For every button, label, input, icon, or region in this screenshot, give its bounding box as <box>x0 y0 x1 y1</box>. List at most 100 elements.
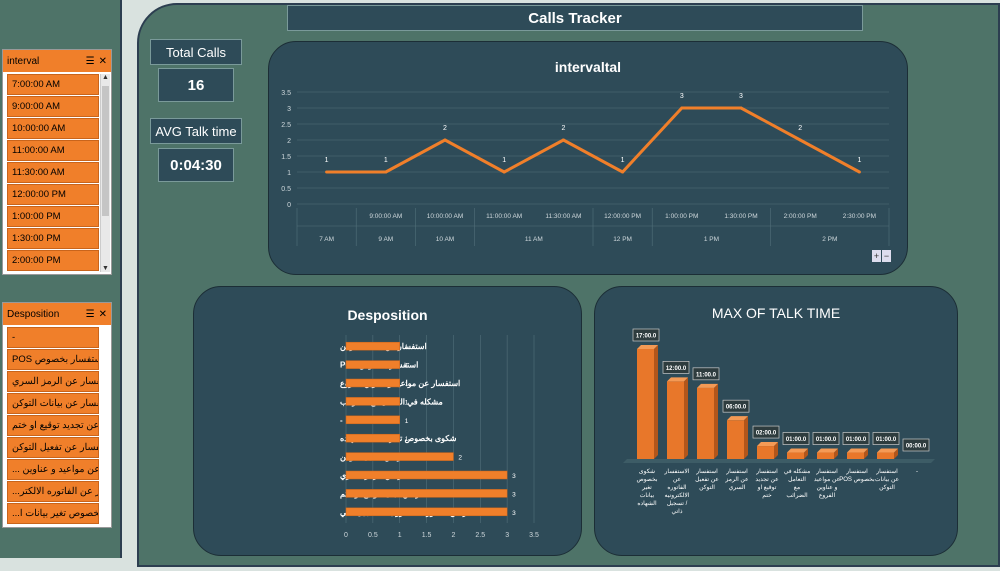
data-label: 01:00.0 <box>786 437 807 443</box>
data-label-box <box>662 361 690 374</box>
bar <box>345 470 508 480</box>
scroll-thumb[interactable] <box>102 86 109 216</box>
column-side <box>654 345 658 459</box>
column-side <box>864 448 868 459</box>
data-label: 1 <box>502 157 506 164</box>
y-tick-label: 1 <box>287 170 291 177</box>
category-label: - <box>340 416 343 425</box>
data-label-box <box>752 425 780 439</box>
x-tick-label: 1:00:00 PM <box>665 213 698 220</box>
slicer-item[interactable]: 11:30:00 AM <box>7 162 99 183</box>
slicer-item[interactable]: استفسار عن تفعيل التوكن <box>7 437 99 458</box>
column-top <box>787 448 808 453</box>
data-point <box>443 138 447 142</box>
column-front <box>667 381 684 459</box>
category-label: استفسار عن تجديد توقيع او ختم <box>755 468 778 499</box>
slicer-item[interactable]: - <box>7 327 99 348</box>
column-side <box>714 383 718 459</box>
expand-field-button[interactable]: + <box>872 250 881 262</box>
data-label-box <box>692 367 720 381</box>
column-front <box>847 452 864 459</box>
column-top <box>697 383 718 388</box>
slicer-item[interactable]: استفسار عن الرمز السري <box>7 371 99 392</box>
y-tick-label: 3.5 <box>281 90 291 97</box>
data-label: 01:00.0 <box>846 437 867 443</box>
slicer-item[interactable]: الاستفسار عن الفاتوره الالكتر... <box>7 481 99 502</box>
total-calls-label: Total Calls <box>150 39 242 65</box>
total-calls-value: 16 <box>158 68 234 102</box>
scroll-up-icon[interactable]: ▲ <box>102 74 109 81</box>
slicer-item[interactable]: 11:00:00 AM <box>7 140 99 161</box>
series-line <box>326 106 861 174</box>
data-label: 1 <box>405 418 409 425</box>
interval-line-chart: 00.511.522.533.59:00:00 AM 10:00:00 AM 11:… <box>281 90 890 246</box>
x-tick-label: 2:30:00 PM <box>843 213 876 220</box>
data-label: 1 <box>405 436 409 443</box>
slicer-item[interactable]: استفسار بخصوص POS <box>7 349 99 370</box>
data-label: 1 <box>621 157 625 164</box>
talk-time-column-chart: 17:00.0 شكوى بخصوص تغير بيانات الشهاده 12:00.0… <box>623 328 935 515</box>
data-label: 00:00.0 <box>906 444 927 450</box>
data-label: 01:00.0 <box>876 437 897 443</box>
floor <box>623 459 935 463</box>
y-tick-label: 0.5 <box>281 186 291 193</box>
bar <box>345 433 400 443</box>
data-label: 3 <box>512 473 516 480</box>
y-tick-label: 0 <box>287 202 291 209</box>
data-label-box <box>722 399 750 413</box>
data-point <box>798 138 802 142</box>
clear-filter-icon[interactable]: ✕ <box>98 308 107 320</box>
multi-select-icon[interactable]: ☰ <box>85 308 95 320</box>
bar <box>345 415 400 425</box>
column-front <box>877 452 894 459</box>
column-side <box>894 448 898 459</box>
column-front <box>697 387 714 459</box>
desposition-chart-title: Desposition <box>347 307 428 323</box>
column-front <box>787 452 804 459</box>
column-top <box>877 448 898 453</box>
column-top <box>667 377 688 382</box>
slicer-item[interactable]: 10:00:00 AM <box>7 118 99 139</box>
slicer-item[interactable]: استفسار عن بيانات التوكن <box>7 393 99 414</box>
bar <box>345 341 400 351</box>
clear-filter-icon[interactable]: ✕ <box>98 55 107 67</box>
x-tick-label: 9:00:00 AM <box>369 213 402 220</box>
bar <box>345 360 400 369</box>
category-label: استفسار عن مواعيد و عناوين الفروع <box>814 468 840 499</box>
slicer-item[interactable]: 7:00:00 AM <box>7 74 99 95</box>
column-top <box>727 416 748 421</box>
data-label: 11:00.0 <box>696 372 717 378</box>
bar <box>345 452 454 461</box>
column-side <box>834 448 838 459</box>
slicer-item[interactable]: استفسار عن مواعيد و عناوين ... <box>7 459 99 480</box>
slicer-item[interactable]: 9:00:00 AM <box>7 96 99 117</box>
interval-scrollbar[interactable]: ▲ ▼ <box>100 74 110 272</box>
scroll-down-icon[interactable]: ▼ <box>102 265 109 272</box>
multi-select-icon[interactable]: ☰ <box>85 55 95 67</box>
collapse-field-button[interactable]: − <box>882 250 891 262</box>
interval-slicer-header: interval ☰ ✕ <box>3 50 111 72</box>
data-label-box <box>872 432 900 445</box>
category-label: استفسار عن تفعيل التوكن <box>695 468 719 491</box>
slicer-item[interactable]: 12:00:00 PM <box>7 184 99 205</box>
data-label: 06:00.0 <box>726 405 747 411</box>
x-group-label: 12 PM <box>613 236 632 243</box>
interval-slicer: interval ☰ ✕ 7:00:00 AM 9:00:00 AM 10:00:0… <box>2 49 112 275</box>
data-label-box <box>632 328 660 342</box>
interval-slicer-title: interval <box>7 55 40 67</box>
data-point <box>384 170 388 174</box>
data-label: 3 <box>739 93 743 100</box>
data-label: 2 <box>458 455 462 462</box>
y-tick-label: 2.5 <box>281 122 291 129</box>
desposition-slicer-list: -استفسار بخصوص POSاستفسار عن الرمز السري… <box>3 325 111 527</box>
desposition-slicer: Desposition ☰ ✕ -استفسار بخصوص POSاستفسا… <box>2 302 112 528</box>
slicer-item[interactable]: شكوى بخصوص تغير بيانات ا... <box>7 503 99 524</box>
slicer-item[interactable]: 1:30:00 PM <box>7 228 99 249</box>
slicer-item[interactable]: 1:00:00 PM <box>7 206 99 227</box>
category-label: استفسار عن بيانات التوكن <box>875 468 899 491</box>
slicer-item[interactable]: 2:00:00 PM <box>7 250 99 271</box>
slicer-item[interactable]: استفسار عن تجديد توقيع او ختم <box>7 415 99 436</box>
data-point <box>857 170 861 174</box>
